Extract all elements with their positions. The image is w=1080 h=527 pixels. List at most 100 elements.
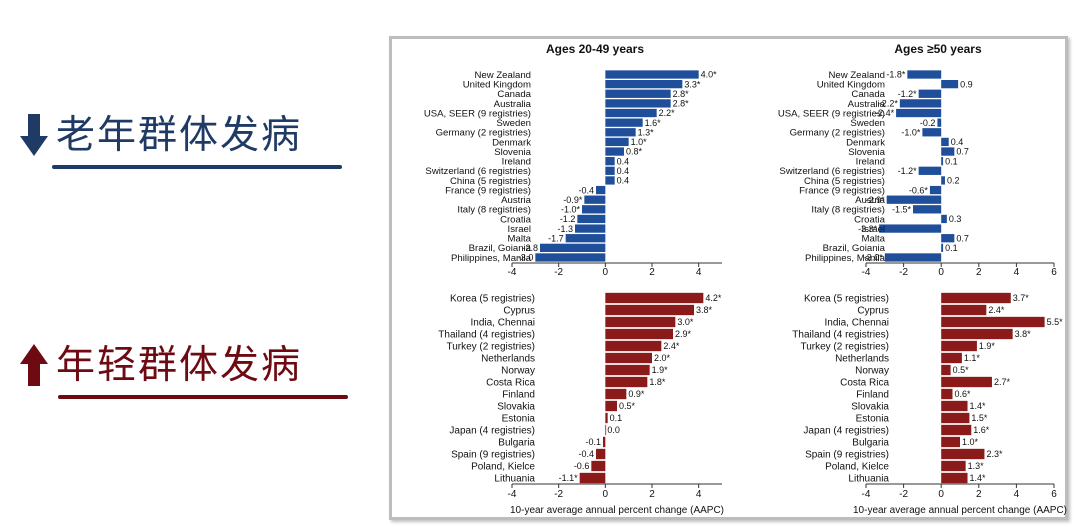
category-label-bl-3: Thailand (4 registries) (438, 329, 535, 340)
x-tick-label-tl-4: 4 (696, 267, 702, 278)
category-label-bl-2: India, Chennai (471, 317, 536, 328)
x-tick-label-bl-1: -2 (554, 489, 563, 500)
bar-bl-13 (596, 448, 606, 460)
data-label-tl-11: 0.4 (617, 176, 630, 186)
category-label-tl-18: Brazil, Goiania (469, 243, 532, 254)
data-label-br-6: 0.5* (953, 365, 970, 375)
data-label-bl-14: -0.6 (574, 461, 590, 471)
bar-bl-4 (605, 340, 662, 352)
bar-bl-2 (605, 316, 676, 328)
data-label-tr-19: -3.0* (864, 253, 884, 263)
bar-tl-12 (596, 185, 606, 195)
category-label-br-6: Norway (855, 365, 889, 376)
category-label-tr-14: Italy (8 registries) (811, 205, 885, 216)
category-label-bl-9: Slovakia (497, 401, 535, 412)
category-label-bl-13: Spain (9 registries) (451, 449, 535, 460)
data-label-tr-12: -0.6* (909, 185, 929, 195)
category-label-tr-18: Brazil, Goiania (823, 243, 886, 254)
bar-tr-4 (896, 108, 942, 118)
bar-bl-6 (605, 364, 650, 376)
bar-br-1 (941, 304, 987, 316)
data-label-tl-14: -1.0* (561, 205, 581, 215)
data-label-tl-0: 4.0* (701, 70, 718, 80)
data-label-tr-13: -2.9* (866, 195, 886, 205)
data-label-bl-6: 1.9* (652, 365, 669, 375)
category-label-bl-4: Turkey (2 registries) (446, 341, 535, 352)
data-label-br-1: 2.4* (988, 305, 1005, 315)
data-label-br-14: 1.3* (968, 461, 985, 471)
bar-tl-1 (605, 79, 683, 89)
category-label-br-13: Spain (9 registries) (805, 449, 889, 460)
x-tick-label-tr-5: 6 (1051, 267, 1057, 278)
bar-tl-11 (605, 176, 615, 185)
category-label-tr-6: Germany (2 registries) (790, 128, 885, 139)
bar-tr-3 (899, 99, 942, 108)
data-label-tl-18: -2.8 (522, 243, 538, 253)
bar-tr-1 (941, 79, 959, 89)
category-label-tl-2: Canada (497, 89, 531, 100)
category-label-br-14: Poland, Kielce (825, 461, 889, 472)
data-label-tr-1: 0.9 (960, 79, 973, 89)
category-label-bl-12: Bulgaria (498, 437, 535, 448)
category-label-br-7: Costa Rica (840, 377, 889, 388)
bar-bl-9 (605, 400, 617, 412)
data-label-bl-8: 0.9* (628, 389, 645, 399)
data-label-tr-6: -1.0* (901, 127, 921, 137)
bar-tr-18 (941, 243, 944, 252)
bar-bl-15 (579, 472, 606, 484)
x-tick-label-tl-2: 0 (603, 267, 609, 278)
category-label-tr-8: Slovenia (848, 147, 885, 158)
bar-tl-19 (535, 253, 606, 262)
category-label-tr-1: United Kingdom (817, 80, 885, 91)
bar-br-2 (941, 316, 1045, 328)
bar-tl-4 (605, 108, 657, 118)
category-label-bl-1: Cyprus (503, 305, 535, 316)
category-label-tl-13: Austria (501, 195, 532, 206)
category-label-bl-6: Norway (501, 365, 535, 376)
bar-tr-6 (922, 128, 942, 137)
data-label-tl-13: -0.9* (563, 195, 583, 205)
category-label-tl-8: Slovenia (494, 147, 531, 158)
category-label-br-10: Estonia (856, 413, 890, 424)
category-label-tr-19: Philippines, Manila (805, 253, 886, 264)
aapc-bar-charts: Ages 20-49 years New Zealand 4.0* United Ki… (424, 42, 1067, 516)
data-label-tr-8: 0.7 (956, 147, 969, 157)
data-label-tr-16: -3.3* (858, 224, 878, 234)
data-label-tl-3: 2.8* (673, 99, 690, 109)
category-label-tl-4: USA, SEER (9 registries) (424, 108, 531, 119)
category-label-bl-7: Costa Rica (486, 377, 535, 388)
bar-tl-15 (577, 214, 606, 224)
category-label-tr-2: Canada (851, 89, 885, 100)
bar-tl-18 (540, 243, 606, 252)
arrow-up-icon (20, 344, 48, 386)
data-label-br-15: 1.4* (970, 473, 987, 483)
bar-bl-11 (605, 424, 607, 436)
data-label-br-11: 1.6* (973, 425, 990, 435)
category-label-tl-19: Philippines, Manila (451, 253, 532, 264)
data-label-br-9: 1.4* (970, 401, 987, 411)
bar-br-11 (941, 424, 972, 436)
category-label-br-15: Lithuania (848, 473, 889, 484)
category-label-br-2: India, Chennai (825, 317, 890, 328)
bar-tl-2 (605, 89, 671, 98)
bar-br-8 (941, 388, 953, 400)
data-label-bl-0: 4.2* (705, 293, 722, 303)
bar-tr-2 (918, 89, 942, 98)
data-label-br-8: 0.6* (954, 389, 971, 399)
legend-older-underline (52, 165, 342, 169)
data-label-br-3: 3.8* (1015, 329, 1032, 339)
category-label-tr-4: USA, SEER (9 registries) (778, 108, 885, 119)
data-label-tr-5: -0.2 (920, 118, 936, 128)
bar-bl-14 (591, 460, 606, 472)
bar-tl-5 (605, 118, 643, 127)
data-label-tl-17: -1.7 (548, 233, 564, 243)
data-label-bl-5: 2.0* (654, 353, 671, 363)
x-tick-label-tr-2: 0 (938, 267, 944, 278)
category-label-br-5: Netherlands (835, 353, 889, 364)
category-label-tr-7: Denmark (846, 137, 885, 148)
data-label-tl-15: -1.2 (560, 214, 576, 224)
category-label-tr-15: Croatia (854, 214, 886, 225)
bar-br-3 (941, 328, 1013, 340)
category-label-tl-9: Ireland (502, 157, 531, 168)
category-label-tl-10: Switzerland (6 registries) (425, 166, 531, 177)
